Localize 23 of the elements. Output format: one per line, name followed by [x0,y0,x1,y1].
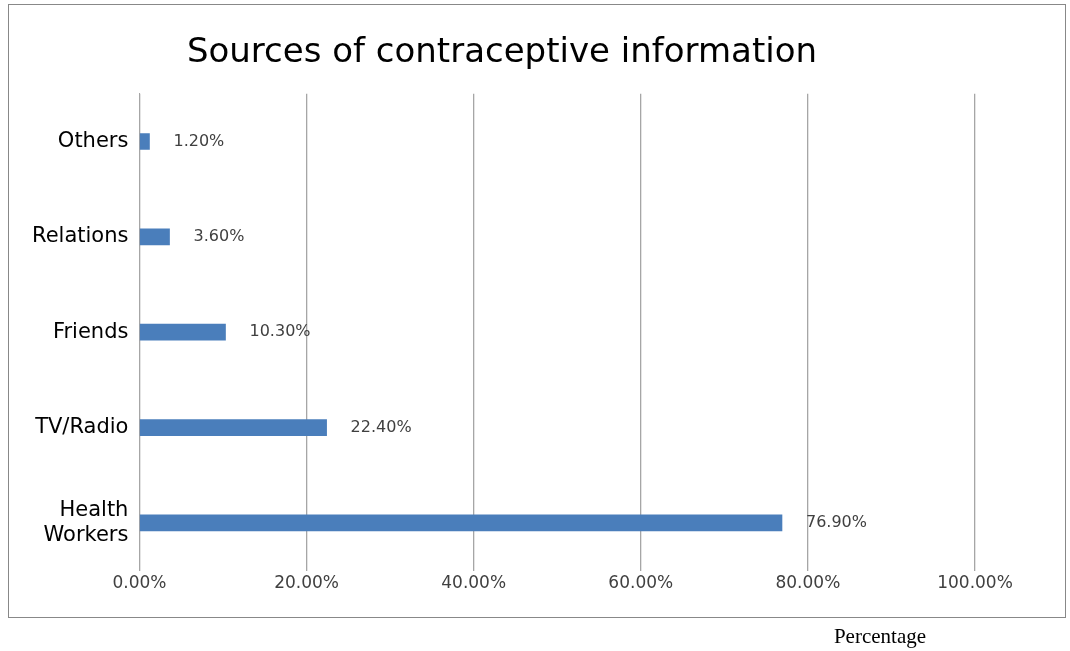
y-tick-label: Relations [31,223,129,248]
x-tick-label: 80.00% [775,572,841,593]
bar [139,323,226,341]
x-axis-title: Percentage [832,624,928,649]
x-tick-label: 0.00% [112,572,167,593]
x-tick-label: 40.00% [441,572,507,593]
x-tick-label: 100.00% [937,572,1013,593]
bar [139,514,783,532]
y-tick-label: TV/Radio [34,414,129,439]
data-label: 22.40% [350,416,412,436]
data-label: 1.20% [173,130,225,150]
bar [139,419,327,436]
y-tick-label: Others [57,127,129,152]
data-label: 76.90% [805,512,867,532]
chart-title: Sources of contraceptive information [186,30,818,71]
bar [139,228,170,246]
x-tick-label: 20.00% [274,572,339,593]
data-label: 10.30% [249,321,311,341]
data-label: 3.60% [193,226,245,245]
y-tick-label: Health Workers [43,496,129,546]
y-tick-label: Friends [52,318,129,343]
bar [139,133,150,150]
x-tick-label: 60.00% [608,572,674,593]
